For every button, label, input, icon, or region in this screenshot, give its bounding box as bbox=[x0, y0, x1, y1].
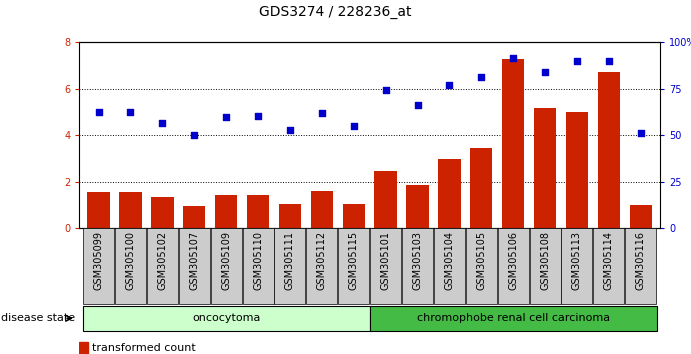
Point bbox=[508, 55, 519, 61]
Point bbox=[93, 109, 104, 115]
FancyBboxPatch shape bbox=[434, 228, 465, 304]
Text: GSM305100: GSM305100 bbox=[126, 230, 135, 290]
Point bbox=[444, 82, 455, 88]
Bar bbox=[470, 148, 493, 228]
Bar bbox=[183, 206, 205, 228]
FancyBboxPatch shape bbox=[498, 228, 529, 304]
Bar bbox=[79, 342, 88, 354]
Text: GSM305104: GSM305104 bbox=[444, 230, 455, 290]
Text: GSM305108: GSM305108 bbox=[540, 230, 550, 290]
Text: GSM305110: GSM305110 bbox=[253, 230, 263, 290]
Point bbox=[125, 109, 136, 115]
Bar bbox=[278, 204, 301, 228]
FancyBboxPatch shape bbox=[562, 228, 592, 304]
Point bbox=[380, 87, 391, 93]
Bar bbox=[598, 72, 620, 228]
Point bbox=[571, 58, 583, 64]
Point bbox=[285, 127, 296, 132]
Text: GSM305111: GSM305111 bbox=[285, 230, 295, 290]
Text: GSM305115: GSM305115 bbox=[349, 230, 359, 290]
FancyBboxPatch shape bbox=[115, 228, 146, 304]
Bar bbox=[406, 185, 428, 228]
Bar bbox=[502, 59, 524, 228]
FancyBboxPatch shape bbox=[83, 306, 370, 331]
Text: GDS3274 / 228236_at: GDS3274 / 228236_at bbox=[259, 5, 411, 19]
FancyBboxPatch shape bbox=[179, 228, 210, 304]
Bar bbox=[247, 195, 269, 228]
Bar bbox=[630, 205, 652, 228]
Point bbox=[476, 74, 487, 80]
FancyBboxPatch shape bbox=[339, 228, 369, 304]
Text: GSM305113: GSM305113 bbox=[572, 230, 582, 290]
Text: chromophobe renal cell carcinoma: chromophobe renal cell carcinoma bbox=[417, 313, 609, 323]
FancyBboxPatch shape bbox=[466, 228, 497, 304]
Text: GSM305112: GSM305112 bbox=[317, 230, 327, 290]
Text: GSM305103: GSM305103 bbox=[413, 230, 422, 290]
Bar bbox=[151, 197, 173, 228]
FancyBboxPatch shape bbox=[370, 228, 401, 304]
Text: disease state: disease state bbox=[1, 313, 75, 323]
FancyBboxPatch shape bbox=[83, 228, 114, 304]
Point bbox=[316, 110, 328, 116]
Bar bbox=[215, 195, 237, 228]
FancyBboxPatch shape bbox=[594, 228, 625, 304]
Text: GSM305116: GSM305116 bbox=[636, 230, 646, 290]
Text: GSM305099: GSM305099 bbox=[93, 230, 104, 290]
Bar bbox=[88, 192, 110, 228]
FancyBboxPatch shape bbox=[211, 228, 242, 304]
Text: GSM305109: GSM305109 bbox=[221, 230, 231, 290]
FancyBboxPatch shape bbox=[402, 228, 433, 304]
Text: GSM305107: GSM305107 bbox=[189, 230, 199, 290]
Point bbox=[220, 114, 231, 120]
Point bbox=[603, 58, 614, 64]
Bar bbox=[375, 171, 397, 228]
Text: oncocytoma: oncocytoma bbox=[192, 313, 261, 323]
Point bbox=[635, 130, 646, 136]
Point bbox=[348, 123, 359, 129]
Bar bbox=[438, 159, 461, 228]
FancyBboxPatch shape bbox=[147, 228, 178, 304]
Text: GSM305101: GSM305101 bbox=[381, 230, 390, 290]
Point bbox=[252, 113, 263, 119]
Point bbox=[189, 133, 200, 138]
FancyBboxPatch shape bbox=[370, 306, 656, 331]
Bar bbox=[534, 108, 556, 228]
Text: GSM305114: GSM305114 bbox=[604, 230, 614, 290]
Point bbox=[412, 102, 423, 108]
Bar bbox=[566, 112, 588, 228]
Bar bbox=[343, 204, 365, 228]
Bar bbox=[311, 191, 333, 228]
Text: GSM305102: GSM305102 bbox=[158, 230, 167, 290]
Text: GSM305106: GSM305106 bbox=[508, 230, 518, 290]
FancyBboxPatch shape bbox=[243, 228, 274, 304]
FancyBboxPatch shape bbox=[306, 228, 337, 304]
Bar bbox=[120, 192, 142, 228]
FancyBboxPatch shape bbox=[529, 228, 560, 304]
Text: transformed count: transformed count bbox=[91, 343, 196, 353]
FancyBboxPatch shape bbox=[625, 228, 656, 304]
Point bbox=[540, 69, 551, 74]
Text: GSM305105: GSM305105 bbox=[476, 230, 486, 290]
Point bbox=[157, 120, 168, 125]
FancyBboxPatch shape bbox=[274, 228, 305, 304]
